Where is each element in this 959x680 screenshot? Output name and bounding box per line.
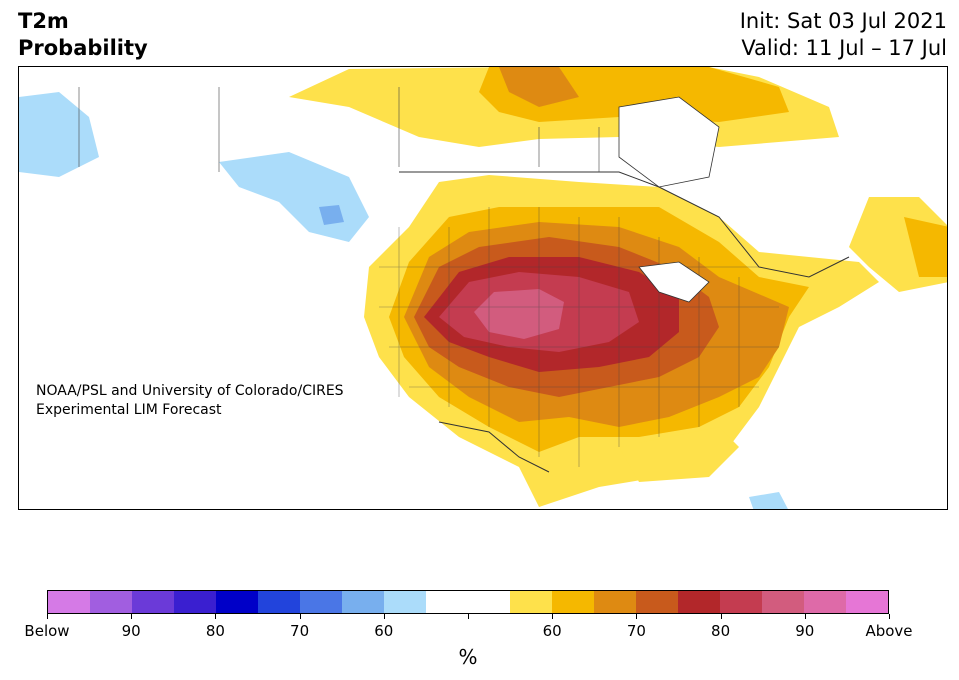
- colorbar-tick: [552, 614, 554, 619]
- colorbar-tick-label: 60: [542, 622, 562, 640]
- title-line-1: T2m: [18, 9, 69, 33]
- colorbar-segment: [594, 591, 636, 613]
- colorbar-segment: [342, 591, 384, 613]
- colorbar-segment: [90, 591, 132, 613]
- credit-text: NOAA/PSL and University of Colorado/CIRE…: [36, 382, 344, 420]
- colorbar-tick-label: 80: [205, 622, 225, 640]
- colorbar-tick-label: 70: [290, 622, 310, 640]
- colorbar-segment: [132, 591, 174, 613]
- colorbar-tick-label: 70: [626, 622, 646, 640]
- colorbar-segment: [510, 591, 552, 613]
- us-mexico-border: [438, 421, 550, 473]
- north-anomaly-dark: [499, 67, 579, 107]
- us-canada-border: [399, 171, 850, 278]
- colorbar-tick-label: 90: [121, 622, 141, 640]
- colorbar-segment: [258, 591, 300, 613]
- colorbar-tick-label: Below: [24, 622, 70, 640]
- title-line-2: Probability: [18, 36, 148, 60]
- colorbar-segment: [174, 591, 216, 613]
- canada-provinces: [78, 87, 600, 172]
- alaska-cold: [19, 92, 99, 177]
- colorbar-segment: [300, 591, 342, 613]
- colorbar-tick: [131, 614, 133, 619]
- colorbar-segment: [426, 591, 468, 613]
- probability-map: [18, 66, 948, 510]
- colorbar-tick: [889, 614, 890, 619]
- colorbar-segment: [720, 591, 762, 613]
- colorbar-tick: [383, 614, 385, 619]
- east-canada-orange: [904, 217, 947, 277]
- colorbar-tick: [299, 614, 301, 619]
- colorbar-tick: [215, 614, 217, 619]
- valid-range: Valid: 11 Jul – 17 Jul: [741, 36, 947, 60]
- state-lines: [379, 207, 779, 467]
- colorbar-segment: [636, 591, 678, 613]
- southeast-yellow: [619, 427, 739, 482]
- colorbar-tick: [47, 614, 48, 619]
- colorbar-segment: [762, 591, 804, 613]
- colorbar-unit: %: [458, 645, 478, 669]
- colorbar-tick-label: 60: [374, 622, 394, 640]
- colorbar-segment: [846, 591, 888, 613]
- bc-cold-core: [319, 205, 344, 225]
- colorbar: [47, 590, 889, 614]
- great-lakes: [638, 261, 710, 303]
- colorbar-segment: [384, 591, 426, 613]
- map-graphic: [19, 67, 947, 509]
- colorbar-segment: [48, 591, 90, 613]
- init-date: Init: Sat 03 Jul 2021: [739, 9, 947, 33]
- colorbar-tick: [636, 614, 638, 619]
- colorbar-segment: [552, 591, 594, 613]
- colorbar-tick-label: Above: [865, 622, 913, 640]
- credit-line-2: Experimental LIM Forecast: [36, 402, 222, 418]
- hudson-bay: [618, 96, 720, 188]
- colorbar-segment: [468, 591, 510, 613]
- colorbar-tick-label: 90: [795, 622, 815, 640]
- colorbar-segment: [678, 591, 720, 613]
- colorbar-tick: [720, 614, 722, 619]
- map-title: T2m Probability: [18, 8, 148, 62]
- us-anomaly-rose: [474, 289, 564, 339]
- colorbar-tick: [804, 614, 806, 619]
- caribbean-cold: [749, 492, 788, 509]
- colorbar-segment: [804, 591, 846, 613]
- credit-line-1: NOAA/PSL and University of Colorado/CIRE…: [36, 383, 344, 399]
- colorbar-segment: [216, 591, 258, 613]
- bc-cold: [219, 152, 369, 242]
- date-info: Init: Sat 03 Jul 2021 Valid: 11 Jul – 17…: [740, 8, 947, 62]
- colorbar-tick-label: 80: [711, 622, 731, 640]
- colorbar-tick: [468, 614, 469, 619]
